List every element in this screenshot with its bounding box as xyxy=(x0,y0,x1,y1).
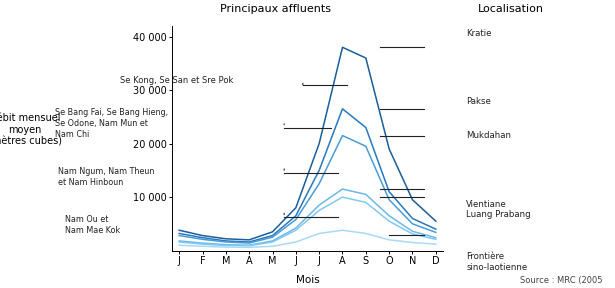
Text: Frontière
sino-laotienne: Frontière sino-laotienne xyxy=(466,252,528,272)
Text: Source : MRC (2005: Source : MRC (2005 xyxy=(520,276,603,285)
Text: Se Kong, Se San et Sre Pok: Se Kong, Se San et Sre Pok xyxy=(120,76,233,85)
Text: Mois: Mois xyxy=(296,275,319,285)
Text: Nam Ou et
Nam Mae Kok: Nam Ou et Nam Mae Kok xyxy=(65,215,120,235)
Text: Principaux affluents: Principaux affluents xyxy=(220,4,330,14)
Text: Localisation: Localisation xyxy=(477,4,544,14)
Text: Se Bang Fai, Se Bang Hieng,
Se Odone, Nam Mun et
Nam Chi: Se Bang Fai, Se Bang Hieng, Se Odone, Na… xyxy=(55,108,169,139)
Text: Luang Prabang: Luang Prabang xyxy=(466,210,531,219)
Text: Vientiane: Vientiane xyxy=(466,200,507,209)
Text: Pakse: Pakse xyxy=(466,97,491,106)
Text: Kratie: Kratie xyxy=(466,29,491,38)
Text: Débit mensuel
moyen
(mètres cubes): Débit mensuel moyen (mètres cubes) xyxy=(0,113,62,146)
Text: Nam Ngum, Nam Theun
et Nam Hinboun: Nam Ngum, Nam Theun et Nam Hinboun xyxy=(58,167,155,187)
Text: Mukdahan: Mukdahan xyxy=(466,131,511,141)
